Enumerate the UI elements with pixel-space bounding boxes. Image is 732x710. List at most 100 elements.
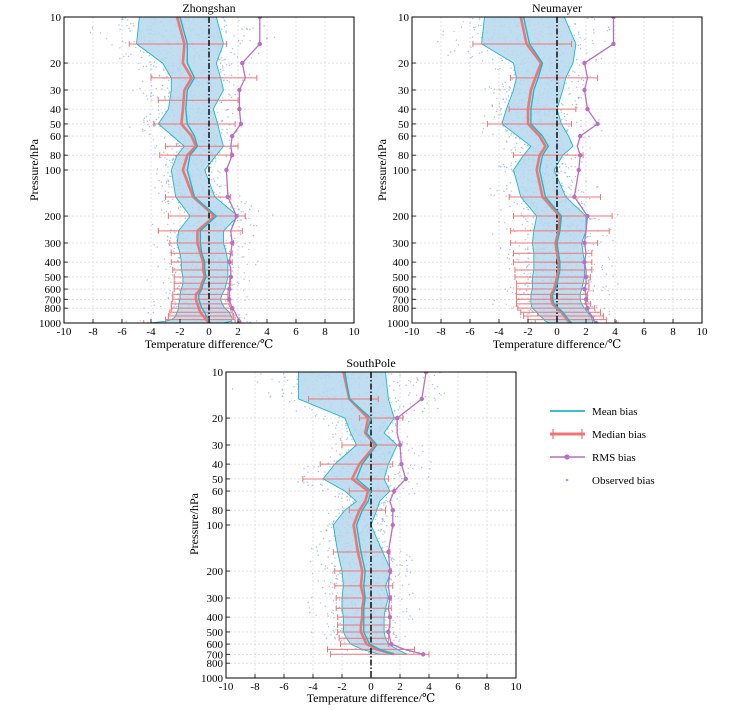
- observed-point: [442, 34, 444, 36]
- x-tick-label: -6: [465, 326, 475, 338]
- observed-point: [238, 226, 240, 228]
- observed-point: [158, 179, 160, 182]
- observed-point: [240, 233, 242, 236]
- observed-point: [167, 166, 169, 168]
- observed-point: [416, 381, 418, 383]
- observed-point: [597, 186, 599, 188]
- y-tick-label: 20: [398, 58, 410, 70]
- observed-point: [237, 219, 239, 222]
- observed-point: [381, 518, 384, 520]
- observed-point: [392, 422, 394, 424]
- observed-point: [505, 130, 507, 132]
- x-tick-label: 8: [670, 326, 676, 338]
- observed-point: [493, 116, 496, 118]
- observed-point: [481, 60, 484, 62]
- observed-point: [419, 608, 421, 610]
- observed-point: [139, 87, 141, 90]
- observed-point: [511, 307, 513, 309]
- observed-point: [249, 242, 251, 244]
- rms-marker: [228, 274, 233, 280]
- observed-point: [408, 449, 410, 451]
- y-tick-label: 400: [45, 257, 62, 269]
- observed-point: [335, 629, 337, 631]
- observed-point: [332, 583, 334, 585]
- x-tick-label: -4: [146, 326, 156, 338]
- rms-marker: [227, 297, 232, 302]
- observed-point: [467, 50, 470, 53]
- observed-point: [161, 88, 163, 90]
- observed-point: [237, 314, 239, 316]
- observed-point: [531, 223, 534, 225]
- observed-point: [339, 599, 341, 601]
- observed-point: [236, 130, 238, 132]
- observed-point: [337, 421, 339, 423]
- observed-point: [220, 28, 223, 30]
- observed-point: [569, 25, 571, 28]
- observed-point: [486, 49, 489, 52]
- observed-point: [234, 237, 236, 240]
- observed-point: [158, 116, 160, 119]
- observed-point: [167, 243, 170, 245]
- observed-point: [142, 128, 144, 131]
- observed-point: [408, 394, 410, 396]
- observed-point: [393, 639, 395, 641]
- observed-point: [146, 279, 148, 281]
- observed-point: [600, 58, 603, 60]
- observed-point: [400, 478, 403, 480]
- observed-point: [162, 282, 165, 284]
- observed-point: [596, 305, 598, 307]
- observed-point: [590, 281, 593, 283]
- observed-point: [488, 86, 491, 88]
- observed-point: [221, 59, 223, 62]
- observed-point: [570, 165, 572, 168]
- observed-point: [570, 188, 572, 191]
- observed-point: [165, 201, 167, 203]
- observed-point: [508, 268, 511, 270]
- observed-point: [252, 27, 254, 29]
- observed-point: [401, 598, 403, 600]
- observed-point: [527, 208, 529, 211]
- observed-point: [331, 447, 333, 449]
- observed-point: [128, 27, 130, 30]
- observed-point: [397, 597, 399, 599]
- observed-point: [607, 26, 610, 28]
- observed-point: [511, 291, 514, 294]
- y-tick-label: 500: [45, 272, 62, 284]
- observed-point: [163, 151, 165, 153]
- observed-point: [413, 409, 415, 412]
- observed-point: [240, 126, 242, 128]
- observed-point: [565, 172, 567, 174]
- observed-point: [570, 158, 573, 160]
- x-tick-label: -8: [436, 326, 446, 338]
- observed-point: [333, 565, 336, 567]
- observed-point: [348, 499, 351, 501]
- observed-point: [600, 241, 602, 243]
- observed-point: [163, 258, 166, 260]
- observed-point: [329, 456, 332, 458]
- observed-point: [140, 56, 143, 59]
- observed-point: [402, 487, 404, 489]
- observed-point: [565, 82, 567, 84]
- observed-point: [596, 307, 598, 309]
- observed-point: [296, 378, 299, 381]
- observed-point: [224, 300, 227, 302]
- observed-point: [338, 416, 340, 418]
- observed-point: [154, 147, 156, 149]
- observed-point: [341, 506, 344, 508]
- observed-point: [571, 81, 573, 83]
- observed-point: [135, 46, 137, 49]
- observed-point: [344, 641, 346, 643]
- observed-point: [523, 207, 525, 210]
- observed-point: [397, 574, 399, 576]
- observed-point: [608, 28, 611, 31]
- observed-point: [328, 547, 330, 549]
- observed-point: [328, 523, 330, 525]
- observed-point: [295, 410, 297, 412]
- y-tick-label: 40: [398, 104, 410, 116]
- observed-point: [166, 153, 169, 155]
- observed-point: [332, 570, 334, 572]
- observed-point: [173, 158, 175, 160]
- observed-point: [334, 636, 336, 639]
- observed-point: [243, 272, 245, 274]
- observed-point: [143, 117, 146, 119]
